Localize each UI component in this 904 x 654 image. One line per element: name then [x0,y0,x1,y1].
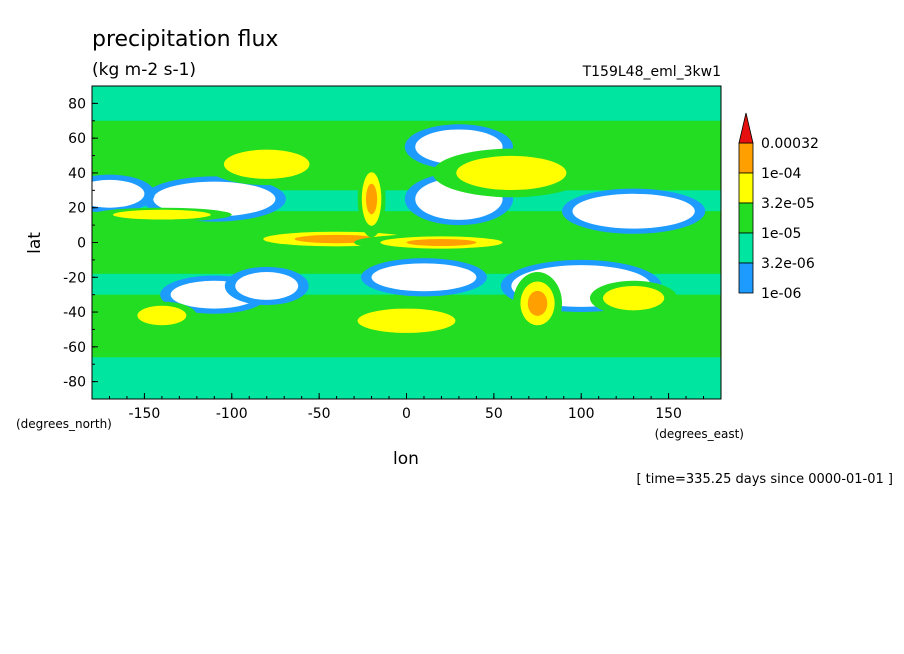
x-tick-label: 50 [485,406,503,422]
x-tick-label: -100 [216,406,248,422]
dry-region-3 [92,179,145,208]
y-tick-label: 60 [68,131,86,147]
y-tick-label: -20 [63,270,86,286]
x-axis-label: lon [393,449,419,469]
colorbar-segment-4 [738,172,754,204]
precip-cell-4-level-5 [527,290,548,316]
colorbar: 1e-06 3.2e-06 1e-05 3.2e-05 1e-04 0.00032 [738,112,819,302]
y-tick-label: 0 [77,236,86,252]
colorbar-segment-3 [738,202,754,234]
precip-cell-9-level-4 [357,308,456,333]
y-tick-label: 20 [68,201,86,217]
x-tick-label: 100 [568,406,595,422]
colorbar-segment-2 [738,232,754,264]
precip-cell-3-level-5 [365,183,378,215]
time-label: [ time=335.25 days since 0000-01-01 ] [636,472,893,487]
colorbar-level-label: 1e-06 [761,286,801,302]
y-tick-label: -80 [63,375,86,391]
y-axis-ticks: -80 -60 -40 -20 0 20 40 60 80 [63,85,98,400]
colorbar-level-label: 3.2e-06 [761,256,815,272]
x-tick-label: 0 [402,406,411,422]
colorbar-level-label: 0.00032 [761,136,819,152]
dry-region-0 [153,181,276,217]
colorbar-level-label: 1e-05 [761,226,801,242]
precip-cell-2-level-4 [112,209,211,220]
colorbar-level-label: 3.2e-05 [761,196,815,212]
precip-cell-5-level-4 [223,149,310,179]
x-tick-label: -50 [308,406,331,422]
chart-units: (kg m-2 s-1) [92,60,196,80]
precip-cell-6-level-4 [456,155,567,190]
dry-region-5 [371,263,477,292]
x-axis-units: (degrees_east) [655,427,744,441]
colorbar-level-label: 1e-04 [761,166,801,182]
y-tick-label: -60 [63,340,86,356]
precip-cell-1-level-5 [406,239,477,246]
plot-area [92,86,721,399]
y-tick-label: 40 [68,166,86,182]
run-label: T159L48_eml_3kw1 [582,64,721,80]
precip-cell-8-level-4 [137,305,187,326]
x-tick-label: 150 [655,406,682,422]
chart-title: precipitation flux [92,27,278,52]
y-axis-units: (degrees_north) [16,417,112,431]
y-tick-label: -40 [63,305,86,321]
y-axis-label: lat [25,232,45,254]
dry-region-7 [235,272,299,300]
x-tick-label: -150 [129,406,161,422]
y-tick-label: 80 [68,96,86,112]
precip-cell-7-level-4 [603,285,665,311]
colorbar-segment-1 [738,262,754,294]
x-axis-ticks: -150 -100 -50 0 50 100 150 [108,393,705,422]
colorbar-max-arrow [738,112,754,144]
dry-region-2 [572,193,695,229]
colorbar-segment-5 [738,142,754,174]
